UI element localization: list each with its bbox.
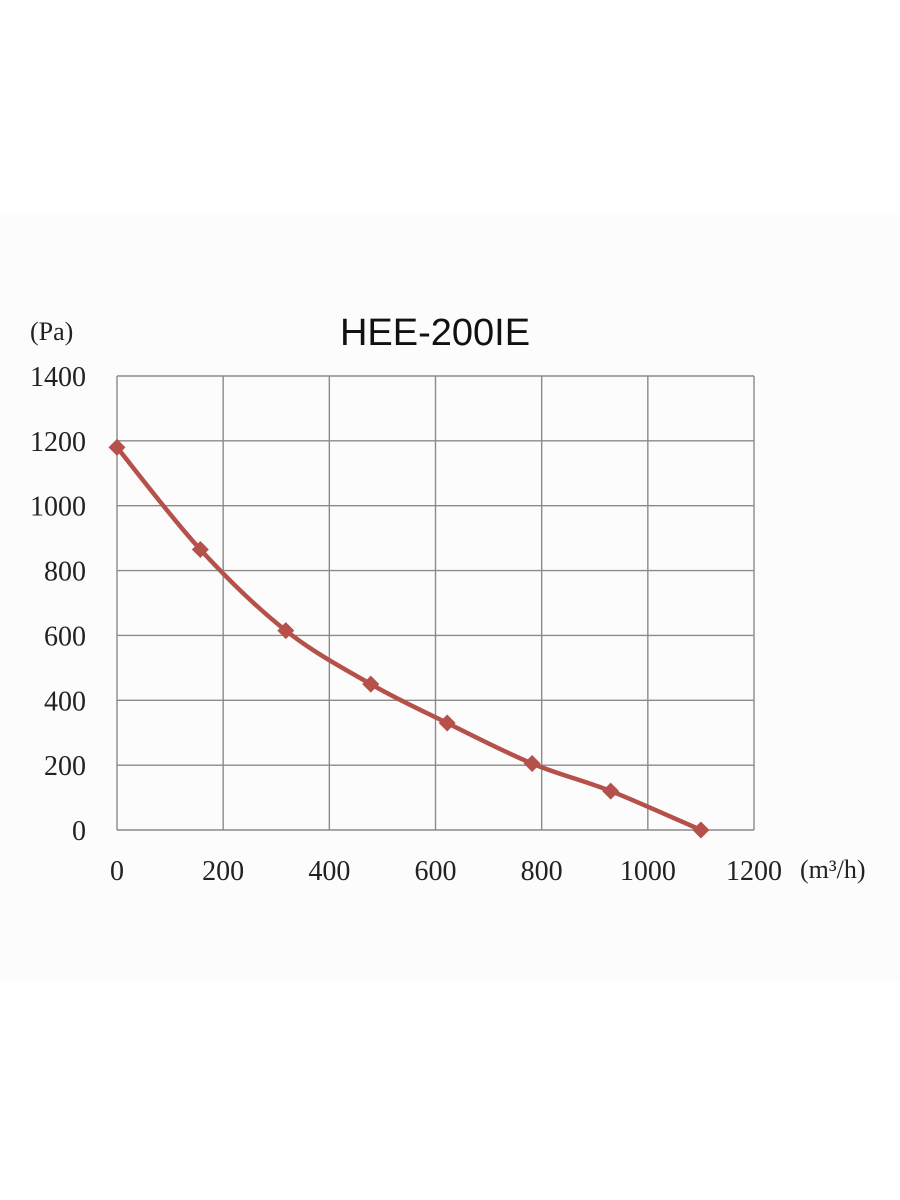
data-point-3 — [362, 675, 380, 693]
x-tick-label-5: 1000 — [620, 856, 676, 887]
x-tick-label-4: 800 — [521, 856, 563, 887]
chart-title: HEE-200IE — [340, 312, 530, 354]
data-point-4 — [438, 714, 456, 732]
x-tick-label-3: 600 — [415, 856, 457, 887]
series-line — [114, 445, 704, 833]
x-tick-label-0: 0 — [110, 856, 124, 887]
y-tick-label-3: 600 — [44, 621, 86, 652]
y-tick-label-0: 0 — [72, 816, 86, 847]
tick-labels: 0 200 400 600 800 1000 1200 0 200 400 600 800 1000 12… — [30, 362, 782, 887]
grid — [116, 375, 755, 831]
y-tick-label-5: 1000 — [30, 492, 86, 523]
data-point-7 — [692, 821, 710, 839]
y-axis-unit: (Pa) — [30, 317, 73, 346]
x-tick-label-2: 400 — [308, 856, 350, 887]
y-tick-label-7: 1400 — [30, 362, 86, 393]
data-point-2 — [277, 622, 295, 640]
data-point-6 — [602, 782, 620, 800]
series-line-group — [114, 445, 704, 833]
y-tick-label-4: 800 — [44, 557, 86, 588]
data-point-1 — [191, 540, 209, 558]
y-tick-label-6: 1200 — [30, 427, 86, 458]
data-point-0 — [108, 438, 126, 456]
chart-background — [0, 215, 900, 980]
data-point-5 — [523, 755, 541, 773]
y-tick-label-1: 200 — [44, 751, 86, 782]
x-tick-label-6: 1200 — [726, 856, 782, 887]
x-tick-label-1: 200 — [202, 856, 244, 887]
x-axis-unit: (m³/h) — [800, 855, 866, 884]
data-points — [108, 438, 710, 839]
y-tick-label-2: 400 — [44, 686, 86, 717]
